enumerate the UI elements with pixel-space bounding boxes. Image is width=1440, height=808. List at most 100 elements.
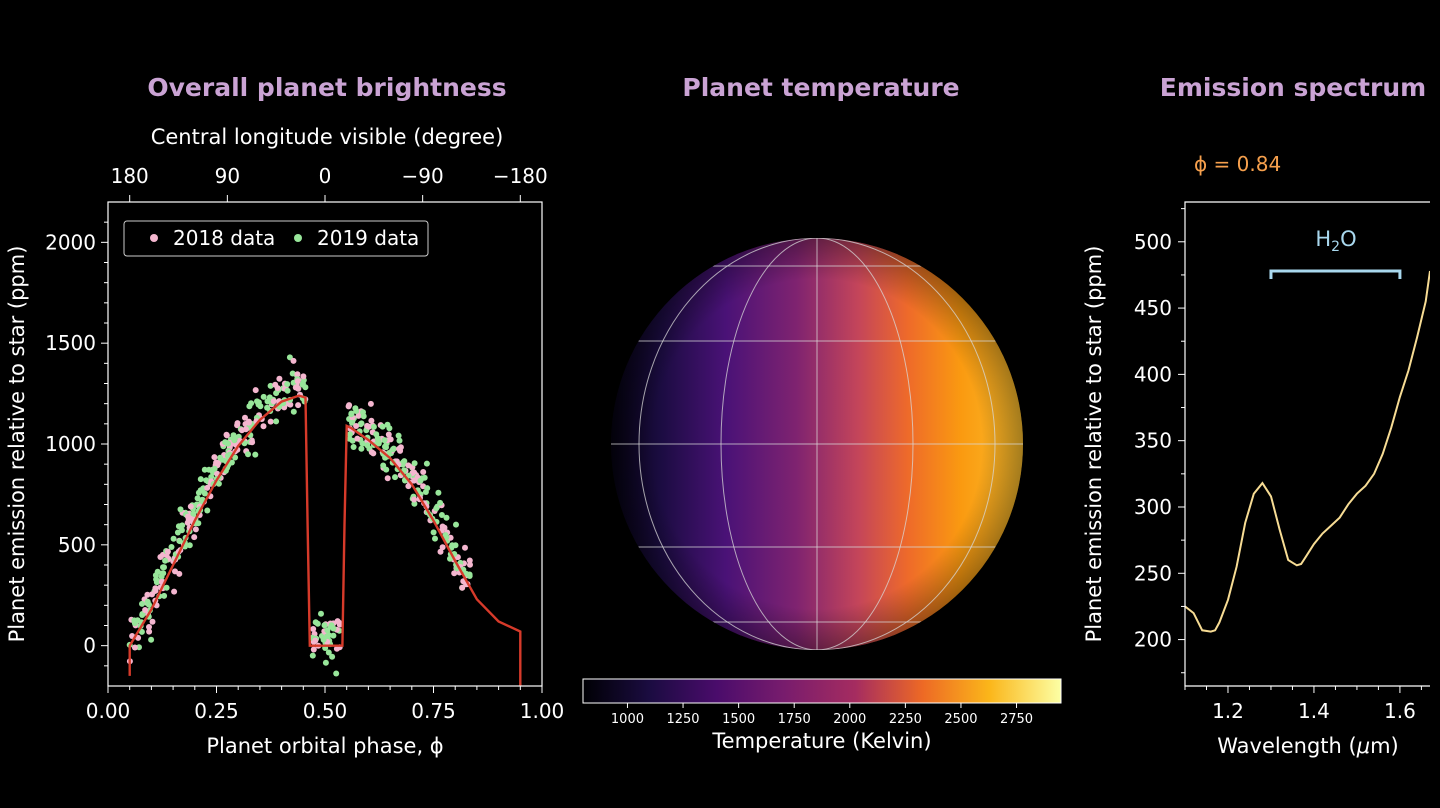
data-point xyxy=(312,637,319,644)
data-point xyxy=(215,459,222,466)
data-point xyxy=(346,402,353,409)
data-point xyxy=(148,636,155,643)
data-point xyxy=(176,570,183,577)
legend-label-2018: 2018 data xyxy=(173,226,275,250)
data-point xyxy=(358,445,365,452)
x-tick-label: 1.6 xyxy=(1384,699,1416,723)
x-tick-label: 0.75 xyxy=(411,699,456,723)
y-tick-label: 450 xyxy=(1134,296,1172,320)
data-point xyxy=(383,466,390,473)
y-tick-label: 350 xyxy=(1134,429,1172,453)
scatter-points xyxy=(126,354,473,677)
spectrum-line xyxy=(1185,270,1430,633)
data-point xyxy=(294,371,301,378)
data-point xyxy=(290,357,297,364)
data-point xyxy=(260,423,267,430)
data-point xyxy=(309,652,316,659)
colorbar-tick-label: 2500 xyxy=(944,712,977,727)
data-point xyxy=(273,418,280,425)
data-point xyxy=(144,598,151,605)
data-point xyxy=(355,412,362,419)
data-point xyxy=(375,438,382,444)
data-point xyxy=(396,445,402,452)
data-point xyxy=(359,440,366,447)
data-point xyxy=(387,436,394,443)
colorbar-label: Temperature (Kelvin) xyxy=(711,729,931,753)
data-point xyxy=(310,626,317,632)
spectrum-axes-frame xyxy=(1184,201,1430,687)
data-point xyxy=(138,628,145,635)
data-point xyxy=(217,454,224,461)
data-point xyxy=(187,503,194,510)
data-point xyxy=(232,454,239,461)
data-point xyxy=(131,644,138,651)
data-point xyxy=(204,507,211,514)
spectrum-x-axis-label: Wavelength (μm) xyxy=(1217,734,1398,758)
data-point xyxy=(197,476,204,483)
h2o-label: H2O xyxy=(1315,227,1356,255)
data-point xyxy=(276,375,283,382)
data-point xyxy=(290,408,297,415)
x-tick-label: 1.4 xyxy=(1298,699,1330,723)
y-tick-label: 200 xyxy=(1134,628,1172,652)
data-point xyxy=(164,548,171,555)
data-point xyxy=(289,370,296,377)
data-point xyxy=(385,431,392,438)
data-point xyxy=(432,535,438,542)
meridian-outer xyxy=(638,238,996,650)
data-point xyxy=(245,451,251,458)
data-point xyxy=(462,544,468,551)
data-point xyxy=(146,624,152,630)
data-point xyxy=(224,452,231,459)
data-point xyxy=(396,437,403,444)
data-point xyxy=(435,489,442,496)
planet-sphere xyxy=(611,238,1023,650)
data-point xyxy=(321,622,328,629)
y-tick-label: 250 xyxy=(1134,561,1172,585)
data-point xyxy=(206,466,212,473)
top-x-axis-ticks: 180 90 0 −90 −180 xyxy=(111,164,548,202)
data-point xyxy=(318,610,324,617)
data-point xyxy=(368,417,375,424)
brightness-title: Overall planet brightness xyxy=(147,73,506,102)
data-point xyxy=(390,445,397,452)
data-point xyxy=(252,451,259,458)
data-point xyxy=(381,437,388,444)
data-point xyxy=(203,477,210,484)
spectrum-axis-ticks: 1.2 1.4 1.6 200 250 300 350 400 450 500 xyxy=(1134,208,1422,723)
data-point xyxy=(179,522,186,529)
data-point xyxy=(360,409,366,416)
data-point xyxy=(211,465,218,472)
data-point xyxy=(252,387,259,394)
y-tick-label: 2000 xyxy=(45,230,96,254)
colorbar xyxy=(582,678,1062,704)
data-point xyxy=(384,475,391,482)
data-point xyxy=(453,521,459,528)
data-point xyxy=(329,653,336,660)
data-point xyxy=(186,542,193,549)
data-point xyxy=(170,535,177,542)
data-point xyxy=(443,534,450,541)
y-tick-label: 1000 xyxy=(45,432,96,456)
y-tick-label: 300 xyxy=(1134,495,1172,519)
x-tick-label: 0.00 xyxy=(86,699,131,723)
data-point xyxy=(160,564,166,571)
y-tick-label: 0 xyxy=(83,634,96,658)
data-point xyxy=(149,591,155,598)
data-point xyxy=(264,398,271,405)
data-point xyxy=(234,420,241,427)
data-point xyxy=(211,454,218,461)
spectrum-plot-area xyxy=(1185,270,1430,633)
data-point xyxy=(420,469,427,475)
x-tick-label: 1.2 xyxy=(1212,699,1244,723)
data-point xyxy=(149,618,156,625)
data-point xyxy=(459,584,466,591)
data-point xyxy=(405,483,412,490)
data-point xyxy=(270,398,277,405)
colorbar-tick-label: 2750 xyxy=(1000,712,1033,727)
data-point xyxy=(382,443,388,450)
x-tick-label: 1.00 xyxy=(520,699,565,723)
x-tick-label: 0.25 xyxy=(194,699,239,723)
phase-label: ϕ = 0.84 xyxy=(1194,152,1281,176)
data-point xyxy=(274,385,281,392)
